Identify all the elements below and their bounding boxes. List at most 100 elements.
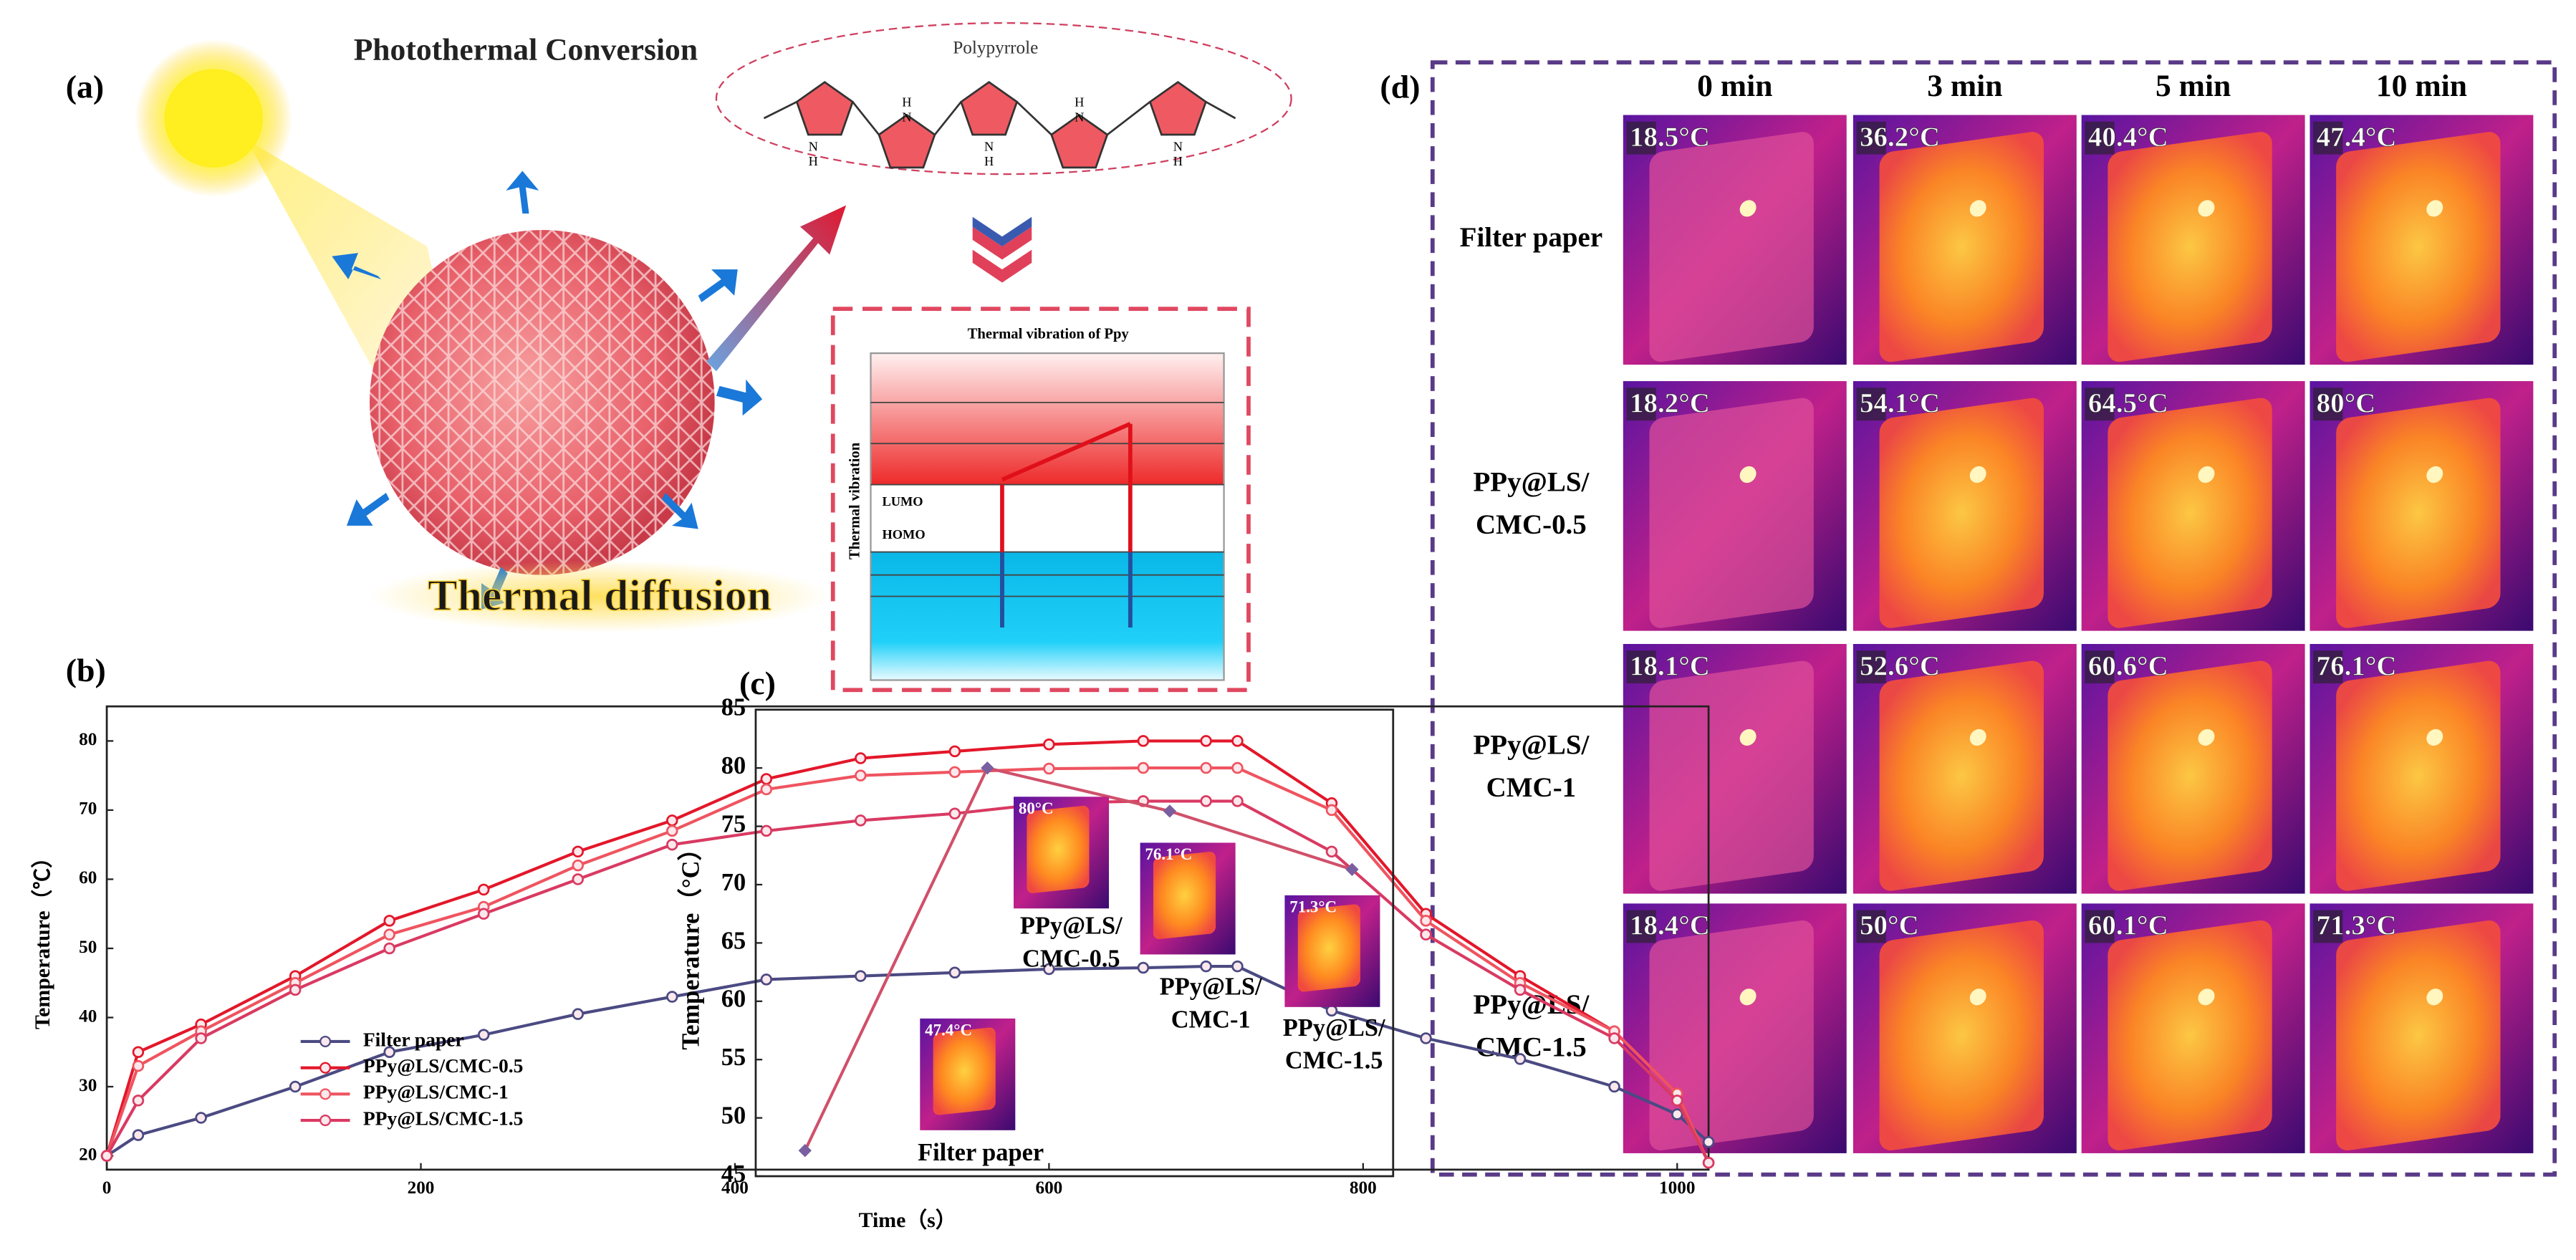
inset-label: 80°C xyxy=(1019,799,1054,817)
point xyxy=(1200,795,1212,807)
row-label: Filter paper xyxy=(1460,222,1603,253)
inset-sample xyxy=(933,1027,996,1115)
inset-sample xyxy=(1153,852,1216,940)
sample xyxy=(1649,398,1814,628)
hotspot xyxy=(2198,728,2215,746)
atom: H xyxy=(1075,95,1084,110)
sample xyxy=(1879,660,2044,891)
chevrons xyxy=(972,226,1032,283)
point xyxy=(1514,984,1527,996)
sample xyxy=(2108,132,2272,362)
point xyxy=(289,984,302,996)
temp-label: 60.1°C xyxy=(2088,910,2168,941)
series-line xyxy=(105,965,1710,1158)
y-tick-label: 20 xyxy=(79,1145,97,1164)
point xyxy=(666,814,678,827)
point xyxy=(1231,960,1244,973)
point xyxy=(1420,928,1432,941)
y-tick-label: 65 xyxy=(721,927,746,954)
temp-bg xyxy=(2313,910,2343,943)
molecule-name: Polypyrrole xyxy=(953,39,1038,58)
point xyxy=(1608,1080,1620,1093)
temp-bg xyxy=(1626,388,1656,421)
y-tick-label: 50 xyxy=(79,938,97,957)
panel-label: (b) xyxy=(66,652,106,688)
point xyxy=(1671,1095,1683,1107)
y-tick-label: 80 xyxy=(79,730,97,749)
temp-bg xyxy=(1856,121,1886,155)
temp-label: 76.1°C xyxy=(2317,650,2397,681)
x-tick-label: 400 xyxy=(721,1178,749,1198)
sample-hot xyxy=(1649,920,1814,1150)
category-label: CMC-0.5 xyxy=(1022,946,1120,973)
charts: 0 200 400 600 800 1000 20 30 40 50 60 70 80 Time（s） Te… xyxy=(31,652,1715,1232)
sample-hot xyxy=(1879,398,2044,628)
point xyxy=(1043,963,1055,976)
temp-bg xyxy=(1856,910,1886,943)
point xyxy=(383,928,395,941)
point xyxy=(1200,735,1212,747)
hotspot xyxy=(1969,200,1986,217)
point xyxy=(948,745,961,758)
y-tick-label: 75 xyxy=(721,810,746,837)
temp-bg xyxy=(2313,650,2343,684)
atom: H xyxy=(984,154,994,168)
legend-label: Filter paper xyxy=(363,1028,464,1050)
point xyxy=(572,859,584,872)
point xyxy=(798,1144,812,1158)
atom: H xyxy=(809,154,818,168)
x-tick-label: 200 xyxy=(408,1178,435,1198)
point xyxy=(132,1129,145,1141)
legend-marker xyxy=(319,1115,332,1127)
levels xyxy=(870,401,1224,597)
atom: N xyxy=(1173,140,1183,154)
sun-core xyxy=(164,69,263,168)
temp-bg xyxy=(1856,388,1886,421)
series-line xyxy=(105,799,1710,1164)
sample xyxy=(2108,920,2272,1150)
legend-marker xyxy=(319,1088,332,1100)
legend-label: PPy@LS/CMC-1 xyxy=(363,1081,509,1103)
box-title: Thermal vibration of Ppy xyxy=(968,327,1130,342)
y-tick-label: 30 xyxy=(79,1076,97,1095)
panel-a-art xyxy=(135,21,1292,693)
homo-label: HOMO xyxy=(883,527,926,542)
sample-hot xyxy=(2336,132,2501,362)
point xyxy=(1163,804,1177,818)
category-label: CMC-1.5 xyxy=(1285,1047,1383,1074)
sample-hot xyxy=(2108,132,2272,362)
point xyxy=(760,973,773,986)
sample xyxy=(2336,398,2501,628)
panel-title: Photothermal Conversion xyxy=(354,32,698,67)
hotspot xyxy=(2198,466,2215,484)
point xyxy=(1200,960,1212,973)
point xyxy=(572,873,584,885)
row-label: PPy@LS/ xyxy=(1473,466,1590,497)
point xyxy=(195,1032,207,1044)
inset-label: 76.1°C xyxy=(1145,845,1192,863)
sample-hot xyxy=(2108,660,2272,891)
temp-label: 40.4°C xyxy=(2088,122,2168,153)
temp-label: 71.3°C xyxy=(2317,910,2397,941)
temp-bg xyxy=(2085,910,2115,943)
thermal-grid: 0 min 3 min 5 min 10 min Filter paper 18.5°C 3… xyxy=(1460,69,2534,1153)
y-tick-label: 50 xyxy=(721,1102,746,1130)
x-tick-label: 600 xyxy=(1035,1178,1062,1198)
y-tick-label: 70 xyxy=(79,799,97,819)
point xyxy=(1231,735,1244,747)
hotspot xyxy=(1739,989,1756,1006)
panel-label: (d) xyxy=(1380,69,1420,105)
category-label: PPy@LS/ xyxy=(1283,1014,1385,1042)
point xyxy=(132,1059,145,1072)
point xyxy=(477,908,490,920)
point xyxy=(760,824,773,837)
sample-hot xyxy=(1879,132,2044,362)
panel-label: (a) xyxy=(66,69,104,105)
y-tick-label: 60 xyxy=(721,986,746,1013)
point xyxy=(1043,762,1055,775)
point xyxy=(1420,915,1432,927)
point xyxy=(666,838,678,851)
hotspot xyxy=(1969,728,1986,746)
temp-bg xyxy=(2313,121,2343,155)
sample xyxy=(1879,398,2044,628)
